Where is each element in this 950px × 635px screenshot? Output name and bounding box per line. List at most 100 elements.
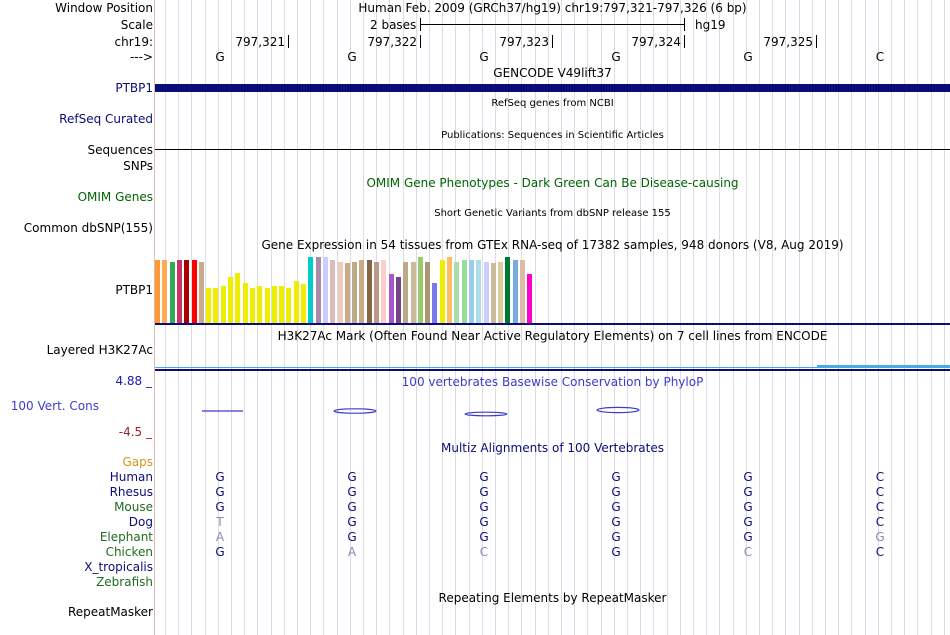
gtex-tissue-bar[interactable] — [286, 288, 291, 323]
gtex-tissue-bar[interactable] — [323, 257, 328, 323]
grid-line — [205, 0, 206, 635]
gtex-tissue-bar[interactable] — [476, 260, 481, 323]
species-label[interactable]: Dog — [128, 515, 153, 529]
conservation-track-title[interactable]: 100 vertebrates Basewise Conservation by… — [401, 375, 704, 389]
gtex-tissue-bar[interactable] — [367, 260, 372, 323]
ruler-position: 797,323 — [499, 35, 549, 49]
gtex-tissue-bar[interactable] — [221, 286, 226, 323]
species-label[interactable]: Mouse — [114, 500, 153, 514]
gtex-tissue-bar[interactable] — [403, 262, 408, 323]
gtex-tissue-bar[interactable] — [352, 262, 357, 323]
gaps-label: Gaps — [122, 455, 153, 469]
gtex-tissue-bar[interactable] — [374, 262, 379, 323]
gtex-tissue-bar[interactable] — [505, 257, 510, 323]
gtex-tissue-bar[interactable] — [199, 262, 204, 323]
gtex-tissue-bar[interactable] — [447, 257, 452, 323]
species-label[interactable]: Human — [109, 470, 153, 484]
gtex-tissue-bar[interactable] — [396, 277, 401, 323]
gtex-tissue-bar[interactable] — [491, 263, 496, 323]
gencode-track-title[interactable]: GENCODE V49lift37 — [493, 66, 612, 80]
gtex-tissue-bar[interactable] — [192, 260, 197, 323]
gtex-tissue-bar[interactable] — [265, 288, 270, 323]
gtex-tissue-bar[interactable] — [308, 257, 313, 323]
snps-label[interactable]: SNPs — [123, 159, 153, 173]
gtex-tissue-bar[interactable] — [235, 273, 240, 323]
grid-line — [706, 0, 707, 635]
gtex-tissue-bar[interactable] — [527, 274, 532, 323]
ruler-tick — [816, 35, 817, 48]
gtex-tissue-bar[interactable] — [316, 257, 321, 323]
scale-label: Scale — [120, 18, 153, 32]
omim-track-label[interactable]: OMIM Genes — [77, 190, 153, 204]
species-label[interactable]: X_tropicalis — [84, 560, 153, 574]
alignment-base: G — [347, 530, 357, 544]
alignment-base: G — [347, 500, 357, 514]
gtex-track-title[interactable]: Gene Expression in 54 tissues from GTEx … — [261, 238, 844, 252]
gtex-tissue-bar[interactable] — [294, 281, 299, 323]
gtex-tissue-bar[interactable] — [301, 284, 306, 323]
gtex-tissue-bar[interactable] — [250, 288, 255, 323]
gencode-gene-label[interactable]: PTBP1 — [115, 81, 153, 95]
grid-line — [284, 0, 285, 635]
gtex-tissue-bar[interactable] — [454, 262, 459, 323]
gtex-tissue-bar[interactable] — [484, 262, 489, 323]
gtex-tissue-bar[interactable] — [162, 260, 167, 323]
gtex-tissue-bar[interactable] — [177, 260, 182, 323]
species-label[interactable]: Rhesus — [109, 485, 153, 499]
gtex-tissue-bar[interactable] — [279, 286, 284, 323]
gtex-tissue-bar[interactable] — [228, 277, 233, 323]
gtex-tissue-bar[interactable] — [272, 286, 277, 323]
h3k27ac-track-title[interactable]: H3K27Ac Mark (Often Found Near Active Re… — [277, 329, 828, 343]
gtex-tissue-bar[interactable] — [462, 260, 467, 323]
repeatmasker-track-title[interactable]: Repeating Elements by RepeatMasker — [438, 591, 667, 605]
gtex-tissue-bar[interactable] — [206, 288, 211, 323]
refseq-track-label[interactable]: RefSeq Curated — [59, 112, 153, 126]
alignment-base: C — [743, 545, 753, 559]
gtex-tissue-bar[interactable] — [184, 260, 189, 323]
gtex-tissue-bar[interactable] — [418, 257, 423, 323]
alignment-base: C — [875, 545, 885, 559]
dbsnp-track-label[interactable]: Common dbSNP(155) — [23, 221, 153, 235]
grid-line — [799, 0, 800, 635]
omim-track-title[interactable]: OMIM Gene Phenotypes - Dark Green Can Be… — [366, 176, 739, 190]
gtex-tissue-bar[interactable] — [170, 262, 175, 323]
repeatmasker-track-label[interactable]: RepeatMasker — [67, 605, 153, 619]
gtex-tissue-bar[interactable] — [155, 260, 160, 323]
gtex-expression-bars[interactable] — [155, 252, 555, 323]
gtex-tissue-bar[interactable] — [425, 262, 430, 323]
species-label[interactable]: Chicken — [105, 545, 153, 559]
grid-line — [785, 0, 786, 635]
gtex-tissue-bar[interactable] — [411, 262, 416, 323]
refseq-track-title[interactable]: RefSeq genes from NCBI — [491, 98, 614, 109]
dbsnp-track-title[interactable]: Short Genetic Variants from dbSNP releas… — [434, 208, 671, 219]
alignment-base: C — [875, 485, 885, 499]
scale-bar-left-tick — [420, 18, 421, 31]
gtex-tissue-bar[interactable] — [381, 260, 386, 323]
multiz-track-title[interactable]: Multiz Alignments of 100 Vertebrates — [440, 441, 665, 455]
alignment-base: G — [611, 545, 621, 559]
species-label[interactable]: Zebrafish — [96, 575, 153, 589]
gtex-tissue-bar[interactable] — [345, 263, 350, 323]
ptbp1-gene-bar[interactable] — [155, 84, 950, 92]
h3k27ac-track-label[interactable]: Layered H3K27Ac — [46, 343, 153, 357]
gtex-tissue-bar[interactable] — [513, 260, 518, 323]
publications-track-title[interactable]: Publications: Sequences in Scientific Ar… — [441, 130, 664, 141]
conservation-track-label[interactable]: 100 Vert. Cons — [10, 399, 99, 413]
gtex-tissue-bar[interactable] — [338, 262, 343, 323]
gtex-tissue-bar[interactable] — [389, 274, 394, 323]
gtex-tissue-bar[interactable] — [469, 260, 474, 323]
gtex-tissue-bar[interactable] — [213, 288, 218, 323]
publications-track-label[interactable]: Sequences — [87, 143, 153, 157]
gtex-tissue-bar[interactable] — [432, 283, 437, 323]
gtex-gene-label[interactable]: PTBP1 — [115, 283, 153, 297]
gtex-tissue-bar[interactable] — [330, 260, 335, 323]
gtex-tissue-bar[interactable] — [498, 262, 503, 323]
grid-line — [191, 0, 192, 635]
species-label[interactable]: Elephant — [99, 530, 153, 544]
gtex-tissue-bar[interactable] — [359, 260, 364, 323]
gtex-tissue-bar[interactable] — [520, 260, 525, 323]
gtex-tissue-bar[interactable] — [243, 283, 248, 323]
gtex-tissue-bar[interactable] — [257, 286, 262, 323]
grid-line — [759, 0, 760, 635]
gtex-tissue-bar[interactable] — [440, 260, 445, 323]
